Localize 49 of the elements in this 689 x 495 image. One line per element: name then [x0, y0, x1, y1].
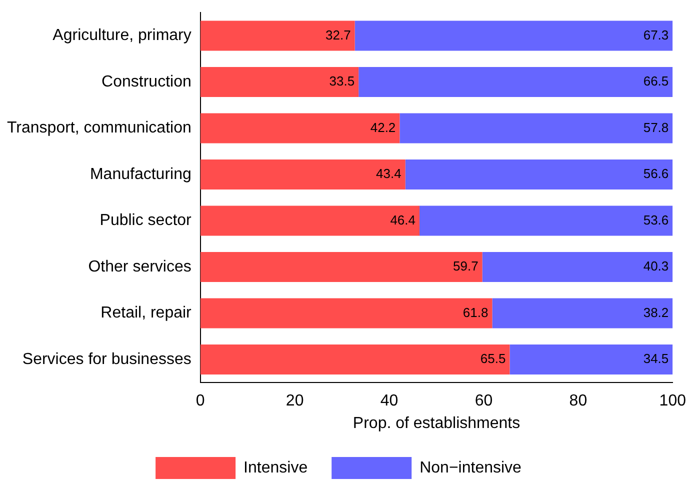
x-tick-label: 40 [380, 392, 398, 410]
bar [200, 298, 492, 328]
bar [200, 66, 359, 98]
bar [420, 206, 673, 236]
data-label: 66.5 [643, 74, 669, 89]
y-tick-label: Agriculture, primary [52, 27, 192, 44]
data-label: 59.7 [453, 258, 478, 274]
data-label: 40.3 [643, 258, 669, 274]
data-label: 46.4 [390, 212, 416, 228]
x-tick-label: 0 [196, 392, 205, 410]
bar [358, 66, 673, 98]
y-tick-label: Services for businesses [22, 350, 192, 368]
x-axis-title: Prop. of establishments [352, 414, 520, 432]
y-tick-label: Other services [88, 258, 192, 276]
legend-label: Non−intensive [420, 459, 522, 476]
data-label: 53.6 [643, 212, 669, 228]
x-tick-label: 80 [569, 392, 588, 410]
bar [200, 206, 420, 236]
data-label: 65.5 [480, 351, 506, 366]
data-label: 56.6 [643, 166, 669, 182]
y-tick-label: Manufacturing [90, 166, 192, 183]
bar [492, 298, 673, 328]
y-tick-label: Construction [102, 73, 192, 90]
bar [510, 344, 673, 375]
bar [200, 20, 355, 51]
data-label: 33.5 [329, 74, 355, 89]
bar [200, 344, 510, 375]
x-tick-label: 100 [659, 392, 686, 410]
bar [482, 252, 673, 282]
bar [400, 113, 673, 144]
x-tick-label: 60 [474, 392, 493, 410]
data-label: 32.7 [325, 27, 351, 42]
data-label: 61.8 [462, 304, 488, 320]
data-label: 34.5 [643, 351, 669, 366]
y-tick-label: Public sector [100, 212, 192, 230]
legend-label: Intensive [244, 459, 308, 476]
bar [200, 252, 482, 282]
y-tick-label: Transport, communication [6, 120, 192, 137]
data-label: 43.4 [376, 166, 402, 182]
data-label: 38.2 [643, 304, 669, 320]
bar [405, 159, 673, 190]
data-label: 42.2 [370, 120, 396, 135]
bar [200, 159, 406, 190]
y-tick-label: Retail, repair [100, 304, 192, 322]
bar [200, 113, 400, 144]
data-label: 57.8 [643, 120, 669, 135]
bar [354, 20, 673, 51]
x-tick-label: 20 [286, 392, 304, 410]
data-label: 67.3 [643, 27, 669, 42]
